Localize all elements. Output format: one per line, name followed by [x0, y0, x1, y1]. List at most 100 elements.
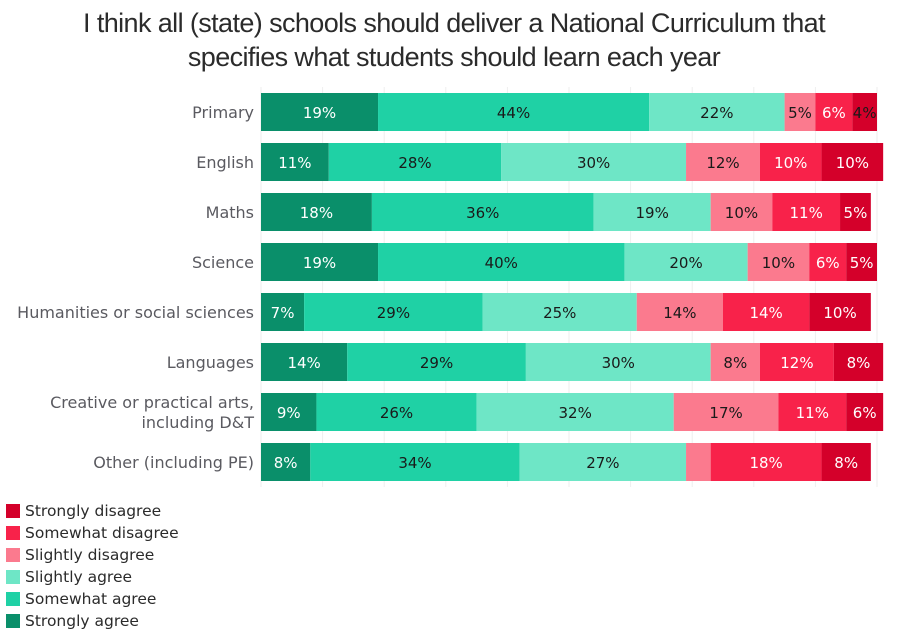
bar-segment [821, 143, 884, 181]
legend-label: Somewhat agree [25, 590, 157, 608]
bar-segment [371, 193, 594, 231]
chart-title: I think all (state) schools should deliv… [0, 6, 908, 74]
legend-item: Somewhat disagree [6, 522, 179, 544]
legend-label: Somewhat disagree [25, 524, 179, 542]
legend: Strongly disagree Somewhat disagree Slight… [6, 500, 179, 632]
bar-segment [525, 343, 711, 381]
data-label: 30% [577, 154, 610, 172]
data-label: 29% [377, 304, 410, 322]
data-label: 11% [278, 154, 311, 172]
data-label: 8% [723, 354, 747, 372]
legend-label: Strongly disagree [25, 502, 162, 520]
category-label: Languages [167, 353, 254, 372]
data-label: 12% [780, 354, 813, 372]
data-label: 11% [789, 204, 822, 222]
legend-swatch [6, 570, 20, 584]
bar-segment [686, 443, 711, 481]
category-label: Primary [192, 103, 254, 122]
data-label: 19% [303, 254, 336, 272]
bar-segment [815, 93, 853, 131]
category-label-line: including D&T [141, 413, 254, 432]
bar-segment [261, 243, 379, 281]
bar-segment [649, 93, 785, 131]
legend-swatch [6, 504, 20, 518]
data-label: 6% [853, 404, 877, 422]
legend-label: Strongly agree [25, 612, 139, 630]
legend-swatch [6, 548, 20, 562]
bar-segment [261, 193, 372, 231]
bar-segment [261, 293, 305, 331]
bar-segment [846, 393, 884, 431]
category-label: Other (including PE) [93, 453, 254, 472]
bar-segment [328, 143, 502, 181]
data-label: 10% [823, 304, 856, 322]
category-label: English [196, 153, 254, 172]
bar-segment [593, 193, 711, 231]
legend-swatch [6, 592, 20, 606]
bar-segment [476, 393, 674, 431]
data-label: 17% [709, 404, 742, 422]
legend-item: Somewhat agree [6, 588, 179, 610]
bar-segment [378, 93, 650, 131]
bar-segment [759, 343, 834, 381]
bar-segment [673, 393, 779, 431]
data-label: 18% [749, 454, 782, 472]
bar-segment [624, 243, 748, 281]
bar-segment [710, 193, 773, 231]
bar-segment [686, 143, 760, 181]
data-label: 32% [558, 404, 591, 422]
bar-segment [778, 393, 847, 431]
legend-label: Slightly agree [25, 568, 133, 586]
bar-segment [347, 343, 526, 381]
bar-segment [304, 293, 483, 331]
bar-segment [759, 143, 822, 181]
bar-segment [821, 443, 871, 481]
category-label-line: Creative or practical arts, [50, 393, 254, 412]
data-label: 20% [669, 254, 702, 272]
category-label: Humanities or social sciences [17, 303, 254, 322]
bar-segment [833, 343, 884, 381]
data-label: 22% [700, 104, 733, 122]
data-label: 18% [300, 204, 333, 222]
category-label: Creative or practical arts, including D&T [50, 393, 254, 432]
bar-segment [261, 143, 329, 181]
legend-item: Strongly disagree [6, 500, 179, 522]
data-label: 8% [274, 454, 298, 472]
bar-segment [316, 393, 477, 431]
legend-item: Strongly agree [6, 610, 179, 632]
legend-item: Slightly disagree [6, 544, 179, 566]
chart-title-line-1: I think all (state) schools should deliv… [83, 8, 826, 38]
bar-segment [261, 93, 379, 131]
legend-label: Slightly disagree [25, 546, 155, 564]
data-label: 19% [303, 104, 336, 122]
bar-segment [852, 93, 877, 131]
data-label: 10% [836, 154, 869, 172]
data-label: 4% [853, 104, 877, 122]
data-label: 5% [788, 104, 812, 122]
bar-segment [784, 93, 816, 131]
bar-segment [710, 443, 822, 481]
bar-segment [261, 443, 311, 481]
data-label: 9% [277, 404, 301, 422]
bar-segment [809, 243, 847, 281]
bar-segment [772, 193, 841, 231]
data-label: 10% [774, 154, 807, 172]
data-label: 29% [420, 354, 453, 372]
bar-segment [846, 243, 877, 281]
data-label: 26% [380, 404, 413, 422]
data-label: 5% [844, 204, 868, 222]
data-label: 14% [287, 354, 320, 372]
data-label: 40% [485, 254, 518, 272]
data-label: 25% [543, 304, 576, 322]
data-label: 12% [706, 154, 739, 172]
bar-segment [310, 443, 520, 481]
data-label: 14% [663, 304, 696, 322]
data-label: 7% [271, 304, 295, 322]
data-label: 30% [602, 354, 635, 372]
data-label: 10% [762, 254, 795, 272]
bar-segment [723, 293, 810, 331]
bar-segment [747, 243, 810, 281]
data-label: 36% [466, 204, 499, 222]
data-label: 11% [796, 404, 829, 422]
